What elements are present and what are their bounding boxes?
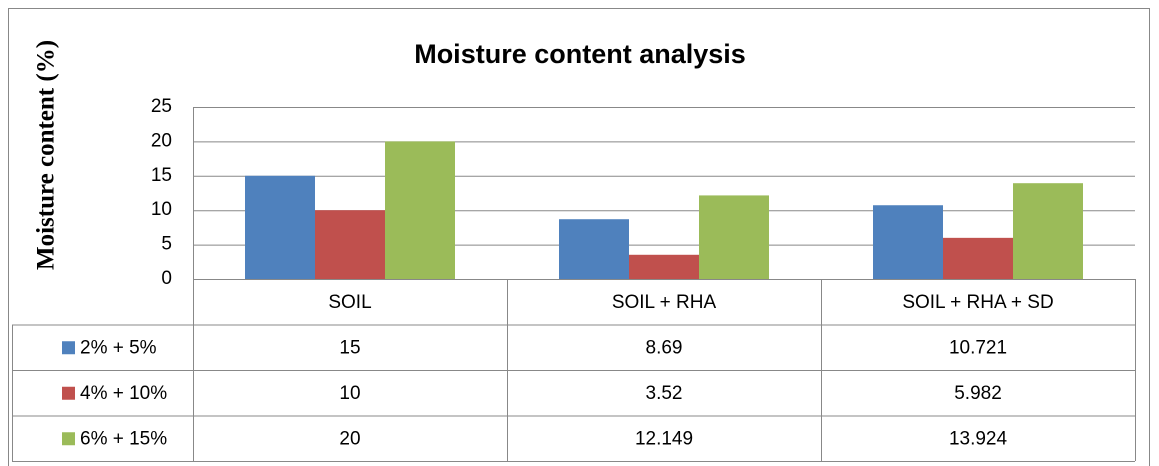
- legend-swatch: [62, 386, 75, 400]
- bar: [559, 219, 629, 279]
- y-tick-label: 10: [151, 199, 172, 220]
- bar: [943, 237, 1013, 279]
- y-tick-label: 15: [151, 165, 172, 186]
- bar: [1013, 183, 1083, 279]
- bar: [629, 254, 699, 279]
- x-tick-label: SOIL: [328, 292, 371, 313]
- legend-swatch: [62, 432, 75, 446]
- y-tick-label: 20: [151, 130, 172, 151]
- table-value: 10.721: [949, 337, 1007, 358]
- table-value: 3.52: [646, 383, 683, 404]
- legend-swatch: [62, 341, 75, 355]
- bar: [385, 141, 455, 279]
- chart-border: [8, 8, 1150, 466]
- table-value: 20: [339, 428, 360, 449]
- bar: [699, 195, 769, 279]
- x-tick-label: SOIL + RHA + SD: [902, 292, 1053, 313]
- legend-label: 4% + 10%: [80, 383, 167, 404]
- x-tick-label: SOIL + RHA: [612, 292, 717, 313]
- y-tick-label: 0: [161, 268, 172, 289]
- table-value: 15: [339, 337, 360, 358]
- y-axis-label: Moisture content (%): [33, 40, 60, 270]
- table-value: 12.149: [635, 428, 693, 449]
- legend-label: 2% + 5%: [80, 337, 157, 358]
- chart-title: Moisture content analysis: [414, 39, 746, 69]
- bar: [245, 175, 315, 279]
- bar: [315, 210, 385, 279]
- bar: [873, 205, 943, 279]
- table-value: 5.982: [954, 383, 1002, 404]
- y-tick-label: 25: [151, 96, 172, 117]
- table-value: 8.69: [646, 337, 683, 358]
- table-value: 13.924: [949, 428, 1008, 449]
- y-tick-label: 5: [161, 234, 172, 255]
- legend-label: 6% + 15%: [80, 428, 167, 449]
- table-value: 10: [339, 383, 360, 404]
